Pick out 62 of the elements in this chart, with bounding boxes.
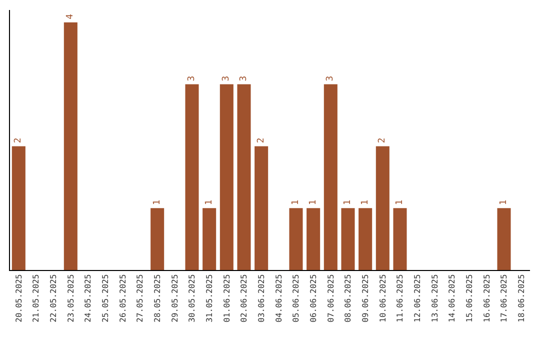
x-tick-label: 02.06.2025 xyxy=(240,274,249,322)
bar xyxy=(220,84,234,270)
bar xyxy=(324,84,338,270)
x-tick-label: 18.06.2025 xyxy=(516,274,526,322)
x-tick-label: 28.05.2025 xyxy=(152,274,162,322)
bar xyxy=(289,208,303,270)
bar xyxy=(306,208,320,270)
data-label: 1 xyxy=(395,200,405,206)
x-tick-label: 29.05.2025 xyxy=(170,274,180,322)
x-tick-label: 27.05.2025 xyxy=(136,274,145,322)
x-tick-label: 04.06.2025 xyxy=(274,274,284,322)
data-label: 1 xyxy=(499,200,509,206)
bar xyxy=(202,208,216,270)
bar xyxy=(237,84,251,270)
x-tick-label: 11.06.2025 xyxy=(396,274,405,322)
data-label: 1 xyxy=(360,200,370,206)
x-tick-label: 06.06.2025 xyxy=(308,274,318,322)
data-label: 1 xyxy=(152,200,162,206)
data-label: 1 xyxy=(343,200,353,206)
bar xyxy=(64,22,78,270)
data-label: 3 xyxy=(187,76,197,82)
x-tick-label: 09.06.2025 xyxy=(360,274,370,322)
x-tick-label: 26.05.2025 xyxy=(118,274,128,322)
data-label: 2 xyxy=(378,138,388,144)
x-tick-label: 01.06.2025 xyxy=(222,274,232,322)
x-tick-label: 12.06.2025 xyxy=(412,274,422,322)
x-tick-label: 24.05.2025 xyxy=(84,274,93,322)
bar xyxy=(341,208,355,270)
x-tick-label: 20.05.2025 xyxy=(14,274,24,322)
x-tick-label: 22.05.2025 xyxy=(48,274,58,322)
data-label: 2 xyxy=(256,138,266,144)
data-label: 3 xyxy=(222,76,232,82)
bar xyxy=(150,208,164,270)
bar xyxy=(12,146,26,270)
bar xyxy=(254,146,268,270)
x-tick-label: 03.06.2025 xyxy=(256,274,266,322)
bar xyxy=(393,208,407,270)
x-tick-label: 08.06.2025 xyxy=(344,274,353,322)
x-tick-label: 07.06.2025 xyxy=(326,274,336,322)
bar xyxy=(358,208,372,270)
data-label: 2 xyxy=(14,138,24,144)
bar xyxy=(497,208,511,270)
x-tick-label: 30.05.2025 xyxy=(188,274,197,322)
x-tick-label: 31.05.2025 xyxy=(204,274,214,322)
x-tick-label: 13.06.2025 xyxy=(430,274,440,322)
x-tick-label: 25.05.2025 xyxy=(100,274,110,322)
data-label: 4 xyxy=(66,14,76,20)
data-label: 1 xyxy=(308,200,318,206)
x-tick-label: 05.06.2025 xyxy=(292,274,301,322)
x-tick-label: 15.06.2025 xyxy=(464,274,474,322)
x-tick-label: 10.06.2025 xyxy=(378,274,388,322)
x-tick-label: 23.05.2025 xyxy=(66,274,76,322)
x-tick-label: 17.06.2025 xyxy=(500,274,509,322)
data-label: 1 xyxy=(291,200,301,206)
x-tick-label: 21.05.2025 xyxy=(32,274,41,322)
data-label: 3 xyxy=(326,76,336,82)
data-label: 3 xyxy=(239,76,249,82)
bar xyxy=(376,146,390,270)
x-tick-label: 14.06.2025 xyxy=(448,274,457,322)
data-label: 1 xyxy=(204,200,214,206)
x-tick-label: 16.06.2025 xyxy=(482,274,492,322)
bar xyxy=(185,84,199,270)
